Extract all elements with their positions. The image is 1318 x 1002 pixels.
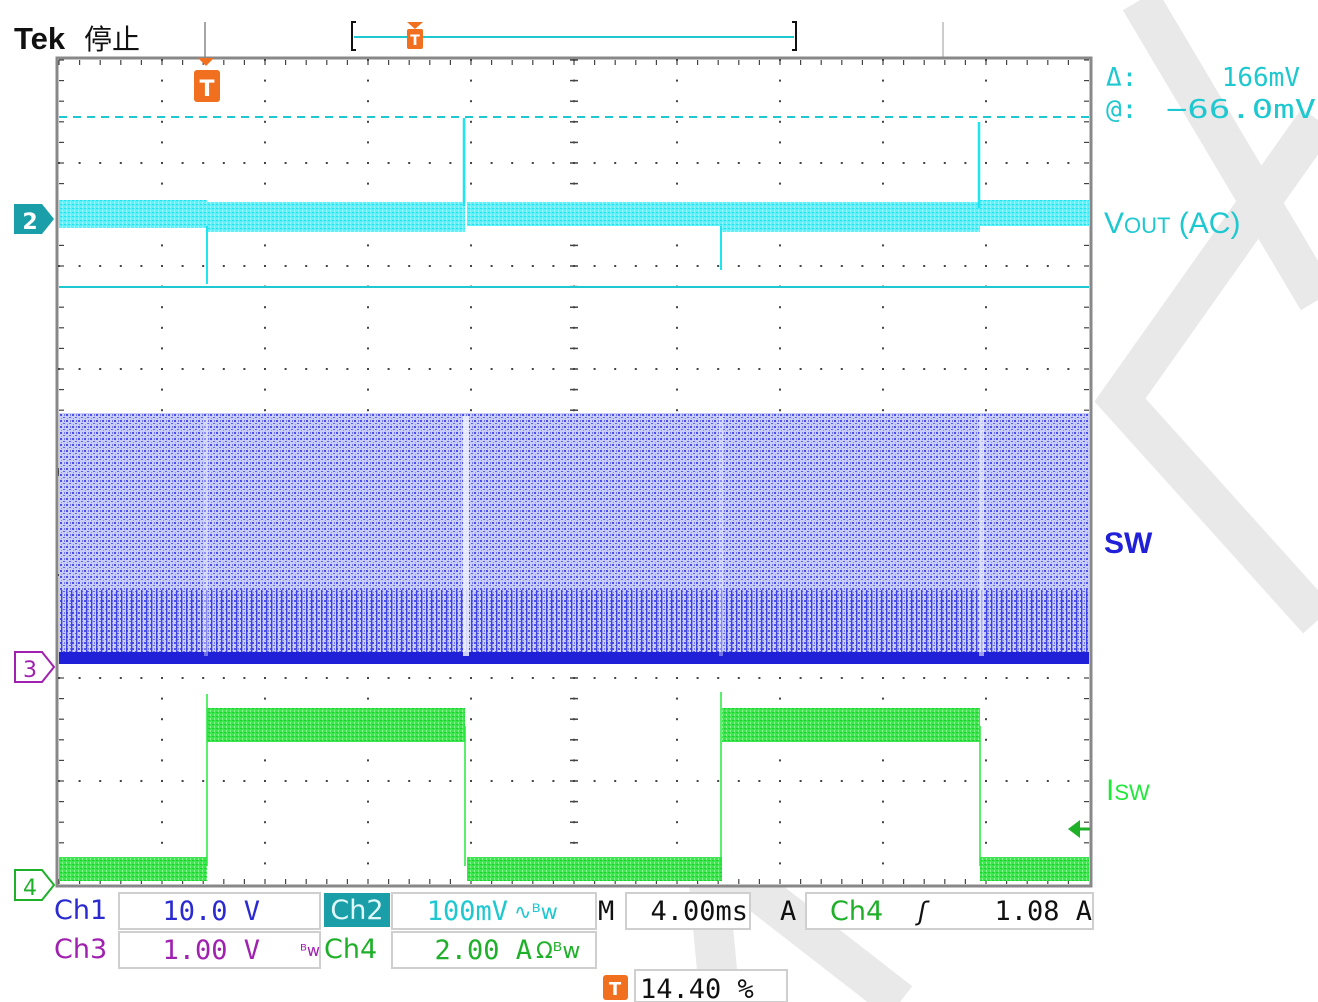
ch3-name[interactable]: Ch3 — [54, 934, 107, 965]
ch2-trace-label: VOUT (AC) — [1104, 207, 1240, 240]
delta-label: Δ: — [1106, 63, 1137, 93]
trigger-source[interactable]: Ch4 — [830, 896, 883, 927]
svg-text:2: 2 — [22, 210, 37, 235]
ch2-name[interactable]: Ch2 — [330, 895, 383, 926]
ch1-scale[interactable]: 10.0 V — [162, 896, 260, 927]
trigger-mode: A — [780, 896, 796, 927]
cursor-readout: Δ: 166mV @: −66.0mV — [1106, 63, 1316, 125]
ch1-name[interactable]: Ch1 — [54, 895, 107, 926]
trigger-level-arrow-icon[interactable] — [1068, 820, 1090, 838]
svg-text:T: T — [410, 33, 420, 49]
svg-text:4: 4 — [23, 876, 37, 901]
timebase-value[interactable]: 4.00ms — [650, 896, 748, 927]
ch2-scale[interactable]: 100mV — [427, 896, 508, 927]
trigger-position-icon: T — [603, 975, 628, 1000]
delta-value: 166mV — [1222, 63, 1300, 93]
ch4-trace-label: ISW — [1106, 774, 1150, 807]
record-trigger-icon: T — [407, 22, 423, 49]
trigger-position-value[interactable]: 14.40 % — [640, 974, 754, 1002]
at-label: @: — [1106, 95, 1137, 125]
ch3-trace-label: SW — [1104, 527, 1153, 560]
ch3-marker[interactable]: 3 — [14, 651, 56, 683]
ch3-waveform — [59, 413, 1089, 664]
svg-text:T: T — [609, 979, 622, 1000]
ch4-name[interactable]: Ch4 — [324, 934, 377, 965]
trigger-marker-icon: T — [194, 58, 220, 102]
ch4-coupling-icon: Ωᴮw — [536, 939, 580, 964]
ch3-scale[interactable]: 1.00 V — [162, 935, 260, 966]
acquisition-state: 停止 — [84, 23, 140, 56]
ch4-marker[interactable]: 4 — [14, 869, 56, 901]
svg-text:T: T — [199, 77, 214, 102]
record-view-bar: T — [351, 21, 797, 51]
timebase-prefix: M — [598, 896, 614, 927]
trigger-slope-icon: ʃ — [915, 897, 930, 927]
settings-panel: Ch1 10.0 V Ch2 100mV ∿ᴮw M 4.00ms A Ch4 … — [54, 892, 1094, 1002]
ch2-marker[interactable]: 2 — [14, 204, 54, 235]
ch4-scale[interactable]: 2.00 A — [434, 935, 532, 966]
at-value: −66.0mV — [1166, 95, 1316, 125]
ch2-waveform — [59, 118, 1089, 284]
ch3-bw-icon: ᴮw — [300, 941, 320, 960]
trigger-level[interactable]: 1.08 A — [994, 896, 1092, 927]
ch4-waveform — [59, 692, 1089, 881]
svg-text:3: 3 — [23, 658, 37, 683]
ch2-coupling-icon: ∿ᴮw — [514, 900, 558, 924]
brand-label: Tek — [14, 21, 66, 56]
